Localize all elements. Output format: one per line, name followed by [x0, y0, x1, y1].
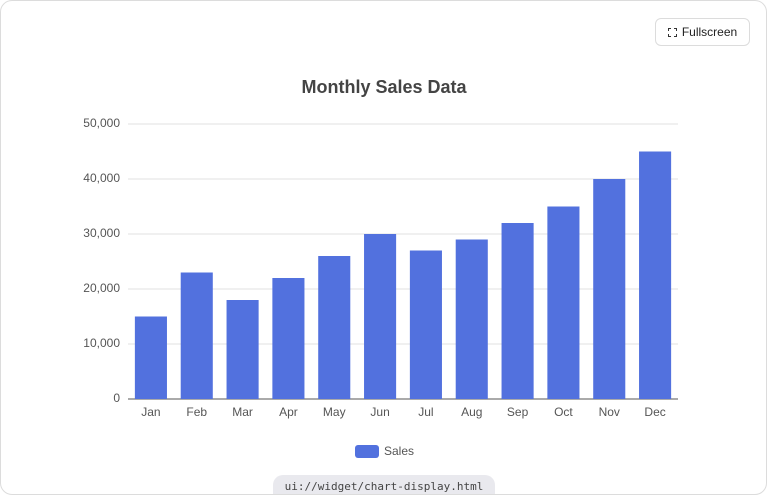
x-tick-label: Apr: [279, 405, 298, 419]
y-tick-label: 20,000: [83, 281, 120, 295]
x-tick-label: May: [323, 405, 346, 419]
bar: [639, 151, 672, 399]
fullscreen-icon: [667, 27, 677, 37]
button-label: Fullscreen: [681, 25, 738, 39]
bar: [593, 179, 626, 399]
x-tick-label: Aug: [461, 405, 482, 419]
chart-title: Monthly Sales Data: [301, 77, 467, 97]
bar: [180, 272, 213, 399]
x-tick-label: Feb: [186, 405, 207, 419]
bar: [272, 278, 305, 399]
x-tick-label: Dec: [644, 405, 665, 419]
widget-url: ui://widget/chart-display.html: [273, 475, 495, 494]
bar: [409, 250, 442, 399]
y-tick-label: 10,000: [83, 336, 120, 350]
x-tick-label: Jul: [418, 405, 433, 419]
y-tick-label: 30,000: [83, 226, 120, 240]
y-tick-label: 0: [113, 391, 120, 405]
bar: [226, 300, 259, 399]
y-tick-label: 50,000: [83, 116, 120, 130]
legend-swatch: [355, 445, 379, 458]
fullscreen-button[interactable]: Fullscreen: [655, 18, 750, 46]
x-tick-label: Jun: [370, 405, 389, 419]
chart: Monthly Sales Data 0 10,000 20,000 30,000 40…: [83, 77, 678, 458]
bar: [134, 316, 167, 399]
bar: [501, 223, 534, 399]
x-tick-label: Sep: [507, 405, 529, 419]
y-tick-label: 40,000: [83, 171, 120, 185]
bar: [455, 239, 488, 399]
x-tick-label: Oct: [554, 405, 573, 419]
bar: [318, 256, 351, 399]
x-tick-label: Jan: [141, 405, 160, 419]
x-tick-label: Mar: [232, 405, 253, 419]
legend-label: Sales: [384, 444, 414, 458]
x-tick-label: Nov: [599, 405, 620, 419]
bar: [547, 206, 580, 399]
bar: [364, 234, 397, 399]
